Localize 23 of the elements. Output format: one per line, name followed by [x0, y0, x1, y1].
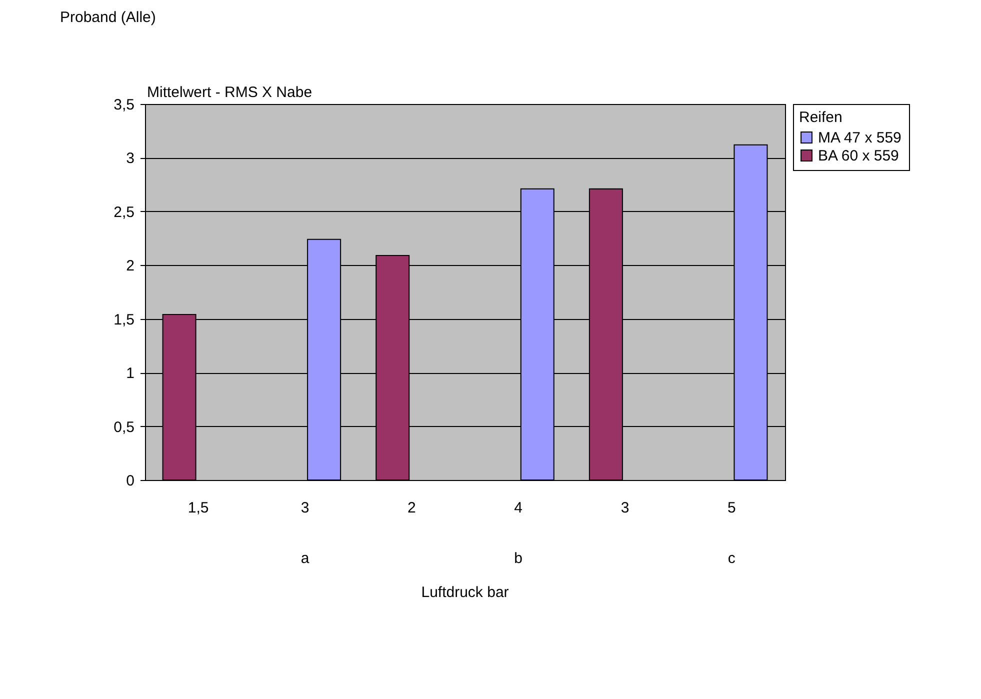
- x-tick-label: 3: [300, 500, 310, 516]
- y-tick-label: 0: [126, 472, 134, 490]
- chart-title: Proband (Alle): [60, 9, 156, 26]
- text: b: [514, 550, 523, 567]
- y-tick-label: 2: [126, 258, 134, 275]
- y-tick-label: 2,5: [114, 204, 134, 221]
- y-tick-label: 3,5: [114, 96, 134, 114]
- text: a: [300, 550, 310, 567]
- x-tick-label: 2: [407, 500, 416, 516]
- legend-label: BA 60 x 559: [818, 148, 899, 164]
- y-tick-label: 1,5: [114, 311, 134, 328]
- y-axis-title: Mittelwert - RMS X Nabe: [147, 84, 312, 101]
- x-tick-label: 3: [620, 500, 630, 516]
- x-axis-title: Luftdruck bar: [421, 584, 509, 601]
- y-tick-label: 1: [126, 365, 134, 382]
- y-tick-label: 3: [126, 150, 134, 168]
- legend-title: Reifen: [799, 109, 842, 126]
- y-tick-label: 0,5: [114, 418, 134, 436]
- x-tick-label: 1,5: [188, 500, 209, 516]
- x-tick-label: 4: [514, 500, 523, 516]
- legend-label: MA 47 x 559: [818, 130, 902, 146]
- text: c: [728, 550, 736, 567]
- x-tick-label: 5: [727, 500, 736, 516]
